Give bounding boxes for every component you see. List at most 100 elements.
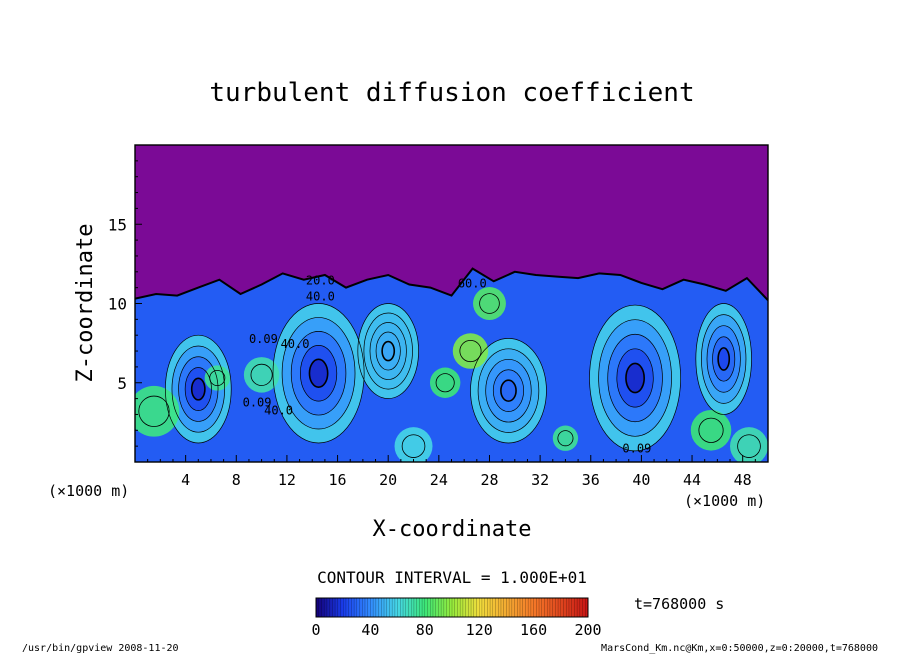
x-tick-label: 24 [430,471,448,489]
contour-line [492,369,525,412]
colorbar-tick-label: 200 [574,621,601,639]
x-unit-label-left: (×1000 m) [48,482,129,500]
contour-line [717,347,731,371]
contour-line [290,331,347,416]
field-layer [135,268,768,462]
x-tick-label: 28 [480,471,498,489]
contour-line [477,348,540,433]
contour-line [598,319,672,437]
contour-label: 20.0 [306,273,335,287]
contour-line [209,369,226,387]
eddy-ring [309,359,328,388]
hot-spot [690,410,732,451]
y-tick-label: 10 [108,295,127,314]
contour-line [281,317,356,430]
y-tick-label: 5 [117,374,127,393]
contour-line [171,345,225,433]
contour-label: 40.0 [306,289,335,303]
x-tick-label: 16 [329,471,347,489]
contour-line [695,303,752,415]
x-tick-label: 40 [632,471,650,489]
eddy [165,335,232,443]
contour-label: 0.09 [243,396,272,410]
hot-spot [452,333,489,369]
y-tick-label: 15 [108,215,127,234]
x-tick-label: 20 [379,471,397,489]
colorbar-tick-label: 0 [311,621,320,639]
x-tick-label: 12 [278,471,296,489]
contour-interval: CONTOUR INTERVAL = 1.000E+01 [317,568,587,587]
contour-label: 0.09 [622,441,651,455]
contour-label: 60.0 [458,277,487,291]
eddy-ring [718,347,730,371]
contour-line [357,303,419,399]
contour-line [435,373,455,393]
contour-line [190,377,206,401]
contour-line [401,434,426,458]
contour-line [138,395,170,427]
eddy [470,338,547,443]
colorbar-tick-label: 120 [466,621,493,639]
colorbar-tick-label: 160 [520,621,547,639]
contour-line [375,331,401,371]
contour-line [363,312,413,390]
colorbar: 0 40 80 120 160 200 [311,597,602,639]
x-unit-label-right: (×1000 m) [684,492,765,510]
x-tick-label: 36 [582,471,600,489]
eddy [695,303,752,415]
footer-left: /usr/bin/gpview 2008-11-20 [22,643,179,654]
contour-line [698,417,724,443]
y-axis: 5 10 15 [108,144,142,463]
contour-line [706,325,741,393]
eddy [589,305,681,451]
time-label: t=768000 s [634,595,724,613]
colorbar-stripes [315,598,586,617]
y-axis-label: Z-coordinate [73,224,98,383]
eddy [272,303,365,443]
contour-line [625,362,645,394]
contour-line [589,304,681,452]
hot-spot [730,427,768,462]
hot-spot [394,427,433,462]
contour-line [184,367,212,411]
boundary-contour [135,267,768,301]
hot-spot [243,357,280,393]
chart-title: turbulent diffusion coefficient [209,78,694,108]
contour-layer [135,267,768,458]
contour-line [500,379,517,402]
eddy-ring [500,380,517,402]
contour-line [381,340,396,362]
eddy-ring [625,363,645,393]
contour-line [607,333,663,423]
x-tick-label: 32 [531,471,549,489]
colorbar-frame [315,597,589,618]
footer-right: MarsCond_Km.nc@Km,x=0:50000,z=0:20000,t=… [601,643,878,654]
hot-spot [135,385,180,437]
colorbar-tick-label: 80 [416,621,434,639]
colorbar-tick-label: 40 [361,621,379,639]
contour-line [299,344,338,402]
x-axis: 4 8 12 16 20 24 28 32 36 40 44 48 [134,455,769,489]
x-tick-label: 4 [181,471,190,489]
hot-spot [429,367,461,398]
contour-line [737,434,761,458]
contour-line [479,293,500,314]
x-tick-label: 44 [683,471,701,489]
x-axis-label: X-coordinate [373,517,532,542]
x-tick-label: 48 [734,471,752,489]
contour-line [459,339,482,363]
eddy-ring [382,341,395,361]
contour-line [485,358,532,423]
contour-label: 0.09 [249,332,278,346]
contour-line [165,334,232,444]
eddy-ring [191,378,205,400]
hot-spot [552,425,579,451]
x-tick-label: 8 [232,471,241,489]
contour-label: 40.0 [281,337,310,351]
contour-line [272,303,365,444]
contour-line [701,314,747,404]
hot-spot [204,365,230,391]
